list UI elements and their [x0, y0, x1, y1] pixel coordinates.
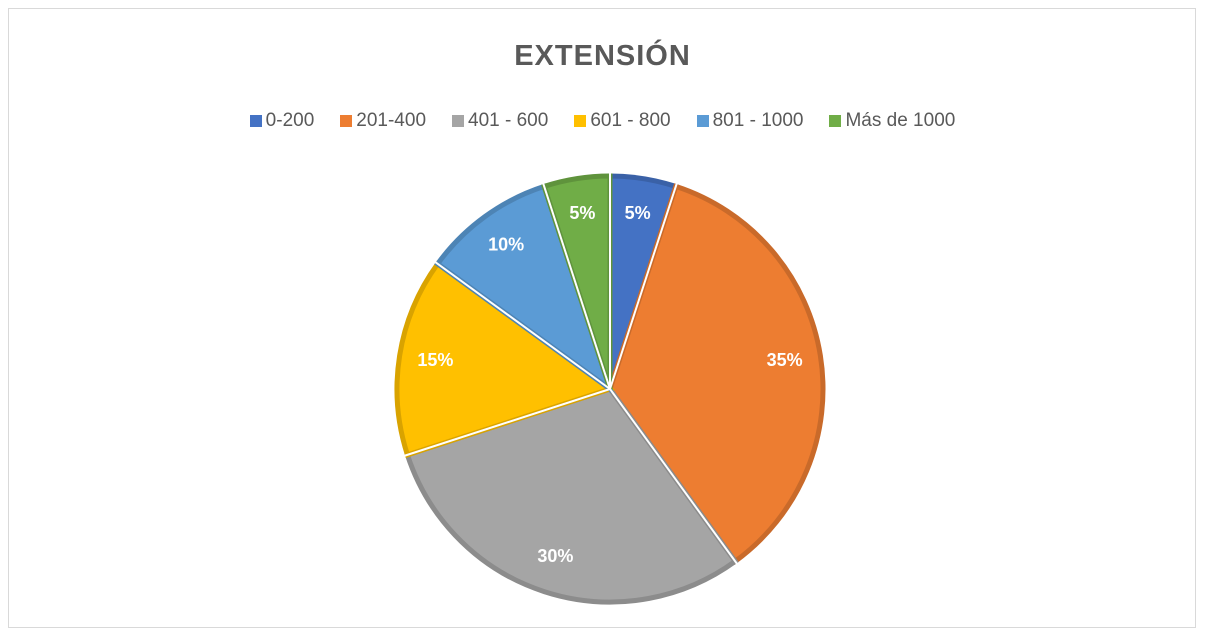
legend-swatch: [574, 115, 587, 127]
pie-slice: [394, 260, 616, 458]
legend-entry: 201-400: [340, 110, 426, 132]
slice-separator: [609, 183, 678, 390]
legend-label: 801 - 1000: [712, 110, 804, 131]
legend-swatch: [452, 115, 465, 127]
legend-swatch: [340, 115, 353, 127]
pie-slice: [404, 386, 739, 605]
data-label: 10%: [488, 235, 524, 255]
data-label: 35%: [767, 350, 803, 370]
data-label: 30%: [537, 546, 573, 566]
slice-separator: [434, 261, 611, 390]
slice-separator: [404, 388, 611, 457]
slice-separator: [542, 183, 611, 390]
data-label: 15%: [417, 350, 453, 370]
legend-entry: 601 - 800: [574, 110, 671, 132]
slice-separator: [609, 388, 738, 565]
chart-title: EXTENSIÓN: [514, 40, 691, 72]
legend-label: 401 - 600: [468, 110, 549, 131]
legend-entry: 401 - 600: [452, 110, 548, 132]
legend-swatch: [249, 115, 262, 127]
legend-entry: 801 - 1000: [696, 110, 804, 132]
legend-label: 201-400: [356, 110, 427, 131]
legend: 0-200 201-400 401 - 600 601 - 800 801 - 1000…: [0, 110, 1205, 132]
legend-entry: Más de 1000: [829, 110, 955, 132]
legend-swatch: [829, 115, 842, 127]
pie-slice: [434, 183, 615, 396]
legend-swatch: [696, 115, 709, 127]
legend-entry: 0-200: [249, 110, 315, 132]
legend-label: Más de 1000: [845, 110, 956, 131]
legend-label: 601 - 800: [590, 110, 671, 131]
data-label: 5%: [569, 203, 595, 223]
legend-label: 0-200: [265, 110, 315, 131]
pie-slice: [607, 183, 826, 565]
data-label: 5%: [625, 203, 651, 223]
